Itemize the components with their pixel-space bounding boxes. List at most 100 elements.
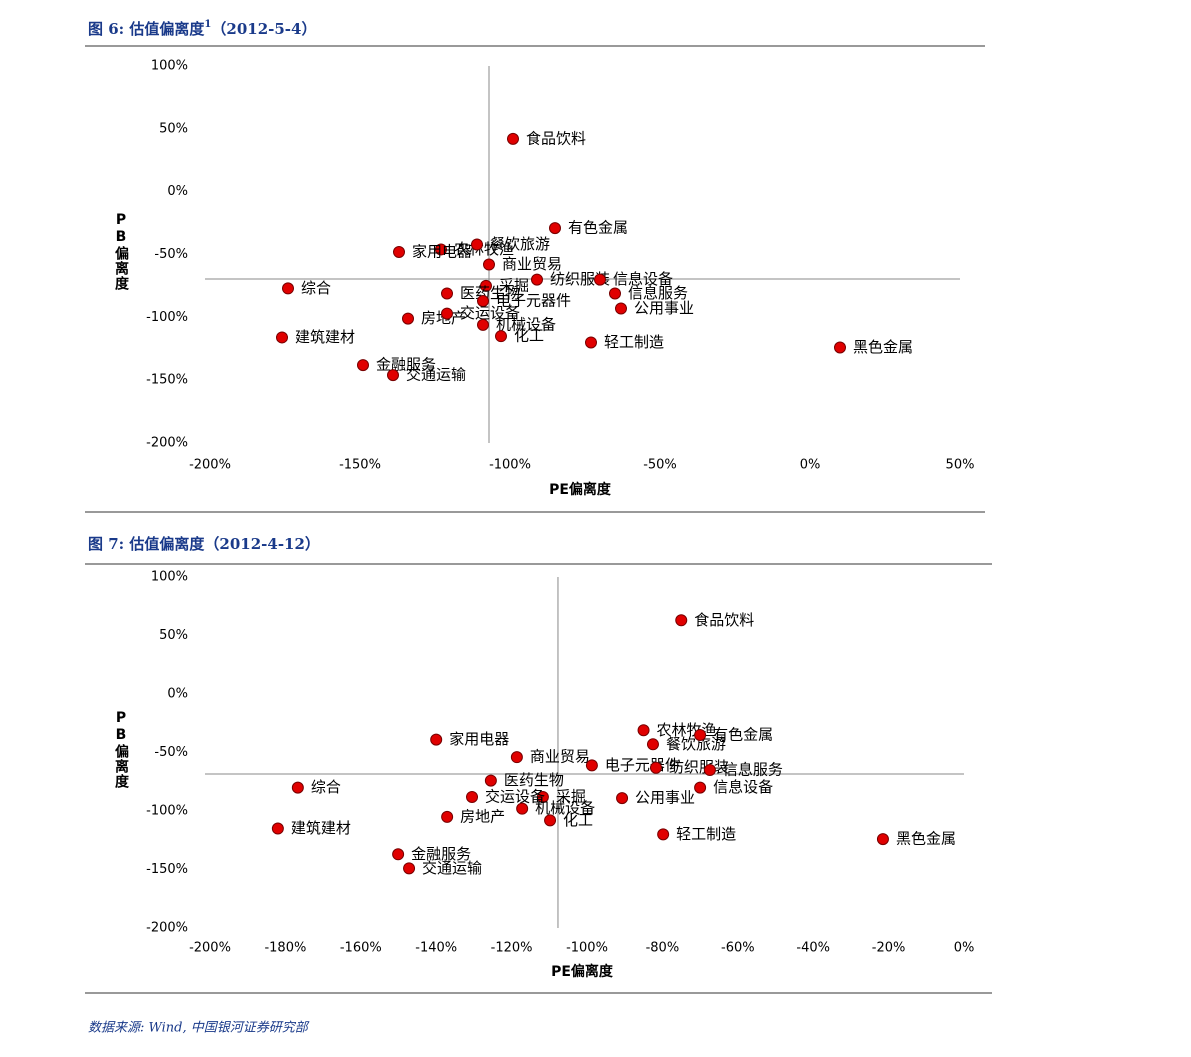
y-axis-title: PB偏离度 bbox=[113, 710, 129, 789]
x-tick-label: -80% bbox=[646, 941, 680, 956]
point-label: 轻工制造 bbox=[676, 825, 736, 843]
source-note: 数据来源: Wind, 中国银河证券研究部 bbox=[88, 1020, 310, 1036]
point-label: 电子元器件 bbox=[496, 291, 571, 309]
point bbox=[480, 279, 492, 292]
point bbox=[282, 282, 294, 295]
point bbox=[616, 792, 629, 805]
point-label: 食品饮料 bbox=[526, 129, 586, 147]
point-label: 家用电器 bbox=[449, 730, 509, 748]
y-axis-title: PB偏离度 bbox=[113, 212, 129, 291]
point-label: 交通运输 bbox=[422, 859, 482, 877]
point-label: 交通运输 bbox=[406, 366, 466, 384]
point bbox=[471, 238, 483, 251]
point bbox=[694, 781, 707, 794]
point bbox=[392, 848, 405, 861]
point bbox=[615, 302, 627, 315]
x-tick-label: -160% bbox=[340, 941, 382, 956]
point bbox=[516, 802, 529, 815]
y-tick-label: 0% bbox=[167, 184, 188, 199]
x-tick-label: -20% bbox=[872, 941, 906, 956]
point bbox=[430, 733, 443, 746]
x-tick-label: -60% bbox=[721, 941, 755, 956]
point bbox=[441, 810, 454, 823]
y-tick-label: -150% bbox=[146, 862, 188, 877]
point bbox=[531, 273, 543, 286]
point bbox=[536, 790, 549, 803]
point bbox=[435, 243, 447, 256]
x-tick-label: -150% bbox=[339, 458, 381, 473]
point-label: 金融服务 bbox=[411, 845, 471, 863]
point-label: 综合 bbox=[301, 279, 331, 297]
x-tick-label: -40% bbox=[796, 941, 830, 956]
point bbox=[585, 759, 598, 772]
point bbox=[507, 132, 519, 145]
point bbox=[637, 724, 650, 737]
point-label: 家用电器 bbox=[412, 242, 472, 260]
point bbox=[646, 738, 659, 751]
point bbox=[483, 258, 495, 271]
x-tick-label: -200% bbox=[189, 458, 231, 473]
point bbox=[271, 822, 284, 835]
point bbox=[694, 728, 707, 741]
point-label: 轻工制造 bbox=[604, 333, 664, 351]
x-tick-label: -140% bbox=[415, 941, 457, 956]
point bbox=[477, 294, 489, 307]
title-text: 图 7: 估值偏离度 bbox=[88, 535, 205, 553]
point bbox=[657, 828, 670, 841]
y-tick-label: 0% bbox=[167, 687, 188, 702]
point bbox=[495, 330, 507, 343]
point-label: 信息服务 bbox=[628, 284, 688, 302]
point bbox=[703, 764, 716, 777]
point-label: 信息服务 bbox=[723, 761, 783, 779]
point-label: 机械设备 bbox=[496, 315, 556, 333]
point bbox=[291, 781, 304, 794]
y-tick-label: -100% bbox=[146, 804, 188, 819]
y-tick-label: -50% bbox=[154, 247, 188, 262]
point-label: 黑色金属 bbox=[896, 830, 956, 848]
point-label: 交运设备 bbox=[460, 304, 520, 322]
y-tick-label: -150% bbox=[146, 373, 188, 388]
y-tick-label: -200% bbox=[146, 436, 188, 451]
y-tick-label: -100% bbox=[146, 310, 188, 325]
point-label: 金融服务 bbox=[376, 356, 436, 374]
x-tick-label: -120% bbox=[491, 941, 533, 956]
x-tick-label: -180% bbox=[264, 941, 306, 956]
point-label: 综合 bbox=[311, 778, 341, 796]
point bbox=[594, 273, 606, 286]
point-label: 医药生物 bbox=[460, 284, 520, 302]
x-tick-label: 0% bbox=[954, 941, 975, 956]
y-tick-label: -200% bbox=[146, 921, 188, 936]
x-axis-title: PE偏离度 bbox=[549, 481, 612, 498]
point bbox=[544, 814, 557, 827]
point bbox=[549, 222, 561, 235]
point bbox=[477, 318, 489, 331]
point bbox=[585, 336, 597, 349]
title-date: （2012-4-12） bbox=[204, 535, 320, 553]
point-label: 纺织服装 bbox=[669, 758, 729, 776]
point bbox=[441, 307, 453, 320]
title-superscript: 1 bbox=[204, 19, 211, 30]
point-label: 食品饮料 bbox=[694, 611, 754, 629]
point-label: 有色金属 bbox=[713, 725, 773, 743]
x-tick-label: 50% bbox=[946, 458, 975, 473]
x-tick-label: -50% bbox=[643, 458, 677, 473]
point bbox=[609, 287, 621, 300]
point bbox=[276, 331, 288, 344]
point bbox=[649, 761, 662, 774]
point-label: 机械设备 bbox=[535, 799, 595, 817]
point-label: 商业贸易 bbox=[530, 748, 590, 766]
x-axis-title: PE偏离度 bbox=[551, 963, 614, 980]
point-label: 采掘 bbox=[556, 787, 586, 805]
point-label: 黑色金属 bbox=[853, 338, 913, 356]
point-label: 公用事业 bbox=[635, 789, 695, 807]
title-text: 图 6: 估值偏离度 bbox=[88, 20, 205, 38]
point bbox=[393, 245, 405, 258]
point bbox=[387, 369, 399, 382]
x-tick-label: -200% bbox=[189, 941, 231, 956]
point bbox=[466, 790, 479, 803]
point bbox=[403, 862, 416, 875]
y-tick-label: 50% bbox=[159, 121, 188, 136]
point-label: 建筑建材 bbox=[291, 819, 351, 837]
figure-title: 图 7: 估值偏离度（2012-4-12） bbox=[88, 535, 320, 553]
